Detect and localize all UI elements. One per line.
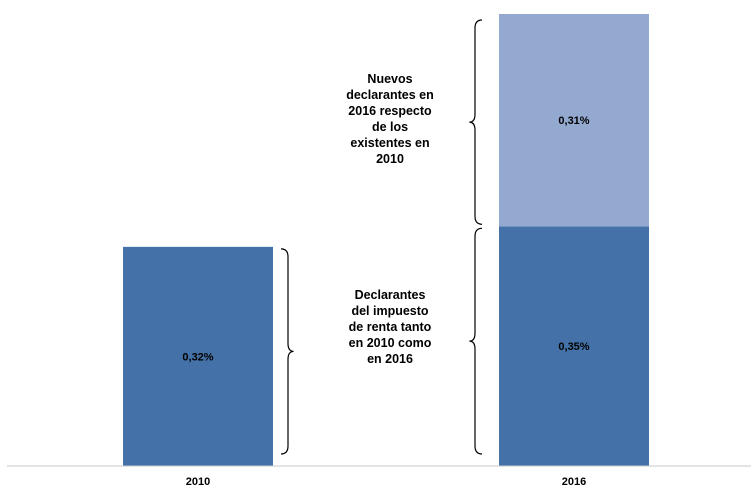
annotation-line: 2010 <box>376 152 404 166</box>
annotation-line: de los <box>372 120 408 134</box>
x-tick-labels: 2010 2016 <box>186 476 586 487</box>
data-label-2016-0: 0,35% <box>558 341 589 353</box>
bar-2010-segment-0 <box>123 246 273 466</box>
annotations-layer: Declarantes del impuesto de renta tanto en … <box>346 72 434 366</box>
bracket-new-2016 <box>469 19 483 225</box>
bars-layer: 0,32% 0,35% 0,31% <box>123 14 649 466</box>
annotation-new-declarants: Nuevos declarantes en 2016 respecto de los e… <box>346 72 434 166</box>
bar-2016-segment-1 <box>499 14 649 227</box>
annotation-line: del impuesto <box>351 304 428 318</box>
annotation-line: de renta tanto <box>349 320 432 334</box>
bracket-common-2010 <box>280 248 294 455</box>
bar-2016-segment-0 <box>499 226 649 466</box>
annotation-common-declarants: Declarantes del impuesto de renta tanto en … <box>349 288 432 366</box>
annotation-line: existentes en <box>350 136 429 150</box>
annotation-line: declarantes en <box>346 88 434 102</box>
annotation-line: Nuevos <box>367 72 412 86</box>
x-tick-label-2016: 2016 <box>562 476 586 487</box>
x-tick-label-2010: 2010 <box>186 476 210 487</box>
data-label-2016-1: 0,31% <box>558 115 589 127</box>
annotation-line: 2016 respecto <box>348 104 432 118</box>
annotation-line: Declarantes <box>355 288 426 302</box>
annotation-line: en 2016 <box>367 352 413 366</box>
brackets-layer <box>280 19 483 455</box>
bracket-common-2016 <box>469 227 483 455</box>
data-label-2010-0: 0,32% <box>182 351 213 363</box>
annotation-line: en 2010 como <box>349 336 432 350</box>
